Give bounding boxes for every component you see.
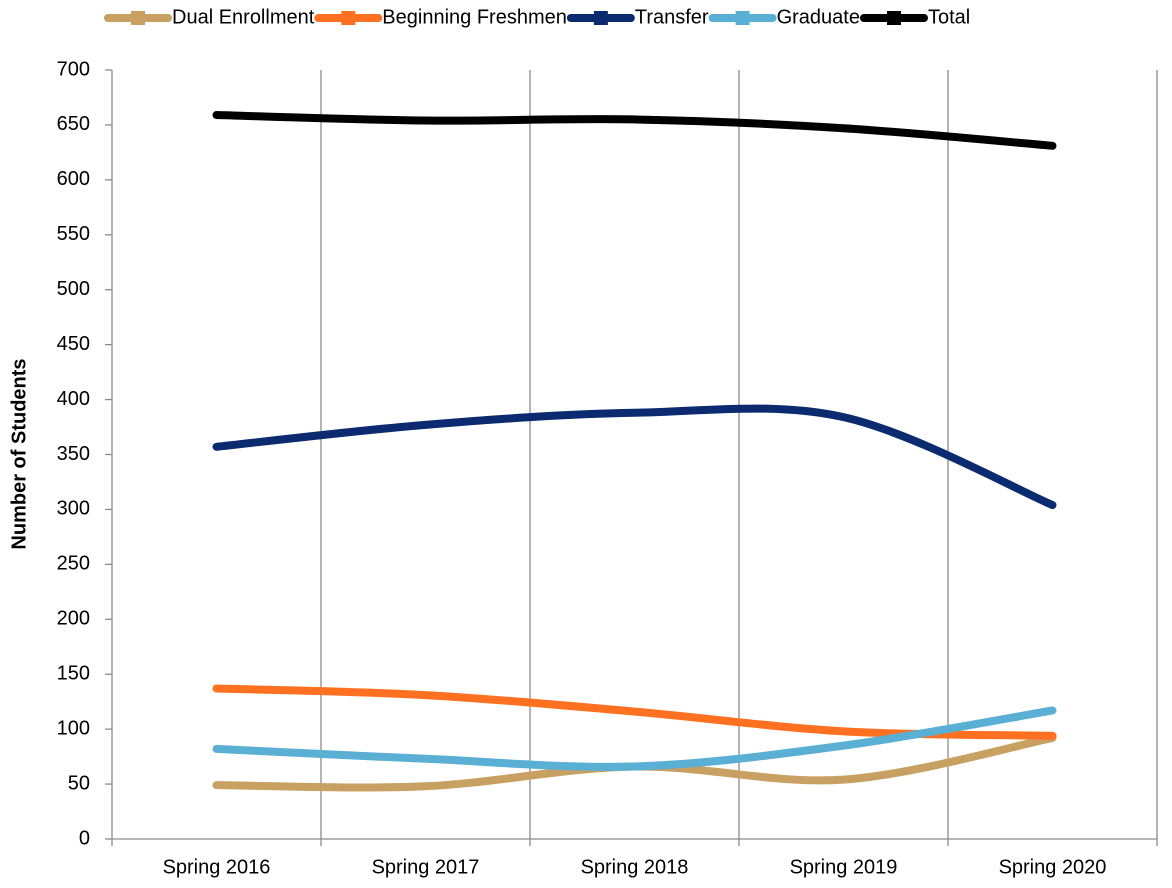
y-tick-label: 650 <box>57 113 90 135</box>
y-tick-label: 250 <box>57 553 90 575</box>
y-tick-label: 500 <box>57 278 90 300</box>
x-tick-label: Spring 2018 <box>581 856 689 878</box>
legend-label: Total <box>928 6 970 28</box>
y-axis-title: Number of Students <box>8 358 30 549</box>
y-tick-label: 550 <box>57 223 90 245</box>
y-tick-label: 600 <box>57 168 90 190</box>
y-tick-label: 50 <box>68 772 90 794</box>
x-tick-label: Spring 2017 <box>372 856 480 878</box>
y-tick-label: 400 <box>57 388 90 410</box>
legend-label: Beginning Freshmen <box>382 6 567 28</box>
y-tick-label: 100 <box>57 717 90 739</box>
series-line <box>212 111 1057 150</box>
legend-marker <box>735 11 750 25</box>
legend-label: Graduate <box>777 6 860 28</box>
legend-marker <box>131 11 145 25</box>
x-tick-label: Spring 2019 <box>790 856 898 878</box>
legend-label: Transfer <box>635 6 709 28</box>
y-tick-label: 300 <box>57 498 90 520</box>
series-line <box>212 404 1057 510</box>
x-tick-label: Spring 2016 <box>163 856 271 878</box>
y-tick-label: 150 <box>57 662 90 684</box>
y-tick-label: 700 <box>57 58 90 80</box>
legend-label: Dual Enrollment <box>172 6 315 28</box>
y-tick-label: 350 <box>57 443 90 465</box>
legend-marker <box>886 11 901 25</box>
y-tick-label: 0 <box>79 827 90 849</box>
y-tick-label: 450 <box>57 333 90 355</box>
series-line <box>212 706 1057 771</box>
y-tick-label: 200 <box>57 608 90 630</box>
x-tick-label: Spring 2020 <box>999 856 1107 878</box>
legend-marker <box>341 11 356 25</box>
legend-marker <box>593 11 608 25</box>
